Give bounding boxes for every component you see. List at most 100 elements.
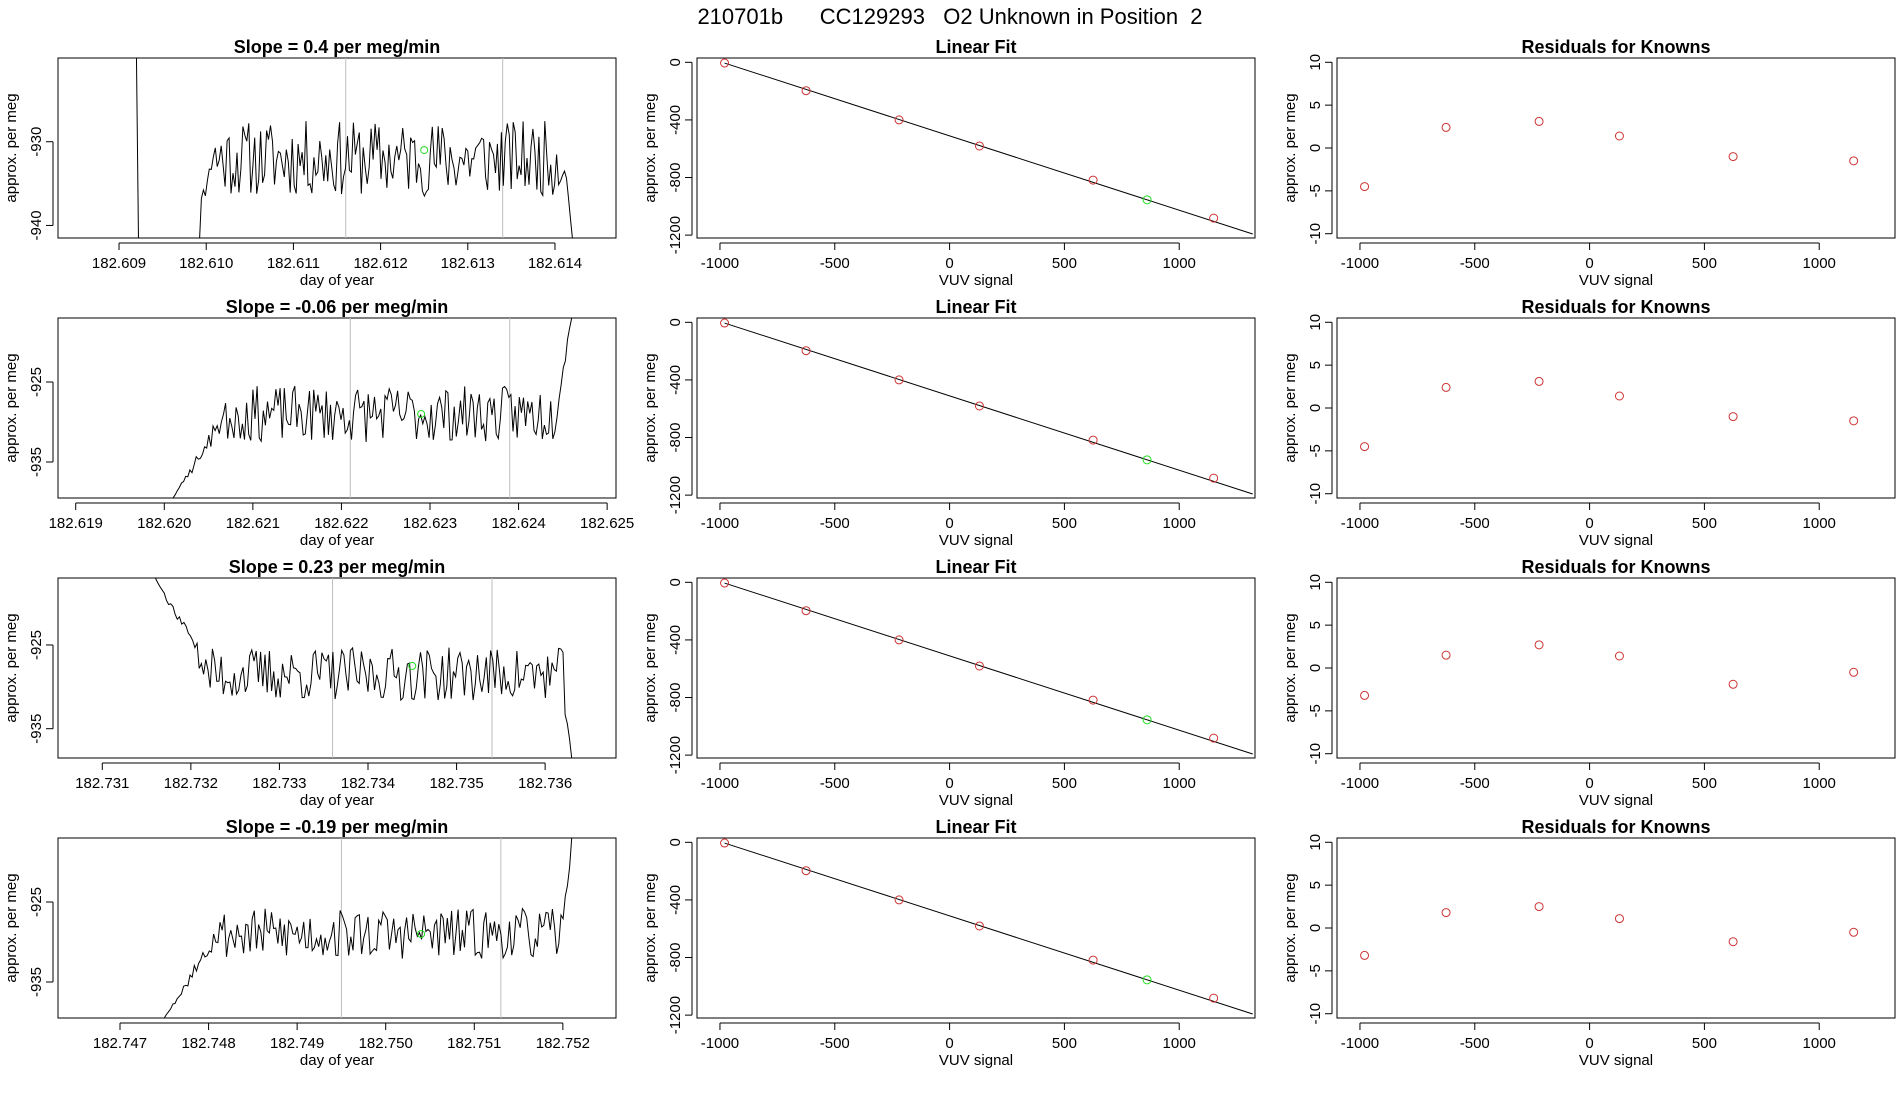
x-axis-label: VUV signal xyxy=(939,1052,1013,1069)
x-tick-label: 0 xyxy=(1585,775,1593,792)
y-tick-label: 10 xyxy=(1307,834,1324,851)
y-tick-label: -935 xyxy=(28,447,45,477)
x-tick-label: 182.612 xyxy=(353,255,407,272)
x-tick-label: 0 xyxy=(1585,515,1593,532)
x-tick-label: 1000 xyxy=(1163,1035,1196,1052)
residual-point xyxy=(1728,152,1738,162)
y-tick-label: -800 xyxy=(667,163,684,193)
y-tick-label: 0 xyxy=(667,318,684,326)
panel-title: Slope = -0.19 per meg/min xyxy=(226,817,449,837)
panel-title: Slope = 0.23 per meg/min xyxy=(229,557,446,577)
y-tick-label: 5 xyxy=(1307,881,1324,889)
unknown-point xyxy=(1142,975,1152,985)
x-tick-label: 182.748 xyxy=(181,1035,235,1052)
y-tick-label: 0 xyxy=(667,58,684,66)
y-tick-label: 0 xyxy=(1307,144,1324,152)
known-point xyxy=(894,375,904,385)
panel-title: Residuals for Knowns xyxy=(1521,297,1710,317)
x-tick-label: 500 xyxy=(1692,515,1717,532)
residual-point xyxy=(1534,116,1544,126)
x-tick-label: 0 xyxy=(945,515,953,532)
residual-point xyxy=(1614,391,1624,401)
y-tick-label: -10 xyxy=(1307,223,1324,245)
y-axis-label: approx. per meg xyxy=(642,353,659,462)
x-tick-label: 500 xyxy=(1692,1035,1717,1052)
plot-frame xyxy=(696,577,1256,759)
x-tick-label: 182.621 xyxy=(226,515,280,532)
panel-timeseries-3: Slope = 0.23 per meg/min 182.731 182.732 18… xyxy=(3,557,617,809)
y-tick-label: 5 xyxy=(1307,361,1324,369)
x-tick-label: 0 xyxy=(1585,255,1593,272)
fit-line xyxy=(724,322,1253,495)
x-tick-label: 1000 xyxy=(1163,775,1196,792)
y-tick-label: -1200 xyxy=(667,996,684,1034)
known-point xyxy=(720,578,730,588)
y-tick-label: -5 xyxy=(1307,184,1324,197)
residual-point xyxy=(1441,382,1451,392)
x-axis-label: day of year xyxy=(300,532,374,549)
x-tick-label: 500 xyxy=(1052,775,1077,792)
x-tick-label: 182.622 xyxy=(314,515,368,532)
panel-residuals-4: Residuals for Knowns -1000 -500 0 500 1000 VUV… xyxy=(1282,817,1896,1069)
y-axis-label: approx. per meg xyxy=(3,613,20,722)
x-tick-label: 500 xyxy=(1052,255,1077,272)
known-point xyxy=(974,661,984,671)
x-tick-label: -500 xyxy=(820,515,850,532)
known-point xyxy=(1088,695,1098,705)
x-tick-label: -500 xyxy=(820,255,850,272)
x-axis-label: VUV signal xyxy=(1579,792,1653,809)
x-tick-label: 1000 xyxy=(1803,775,1836,792)
known-point xyxy=(1088,955,1098,965)
y-tick-label: -1200 xyxy=(667,736,684,774)
y-tick-label: 10 xyxy=(1307,314,1324,331)
y-tick-label: -800 xyxy=(667,683,684,713)
x-tick-label: 182.619 xyxy=(49,515,103,532)
x-tick-label: 182.735 xyxy=(429,775,483,792)
plot-frame xyxy=(1336,837,1896,1019)
fit-line xyxy=(724,842,1253,1015)
x-axis-label: VUV signal xyxy=(939,532,1013,549)
panel-residuals-1: Residuals for Knowns -1000 -500 0 500 1000 VUV… xyxy=(1282,37,1896,289)
panel-timeseries-2: Slope = -0.06 per meg/min 182.619 182.620 1… xyxy=(3,297,634,549)
y-tick-label: -10 xyxy=(1307,743,1324,765)
y-tick-label: 0 xyxy=(1307,924,1324,932)
y-tick-label: 0 xyxy=(1307,664,1324,672)
y-axis-label: approx. per meg xyxy=(3,353,20,462)
x-tick-label: 182.750 xyxy=(359,1035,413,1052)
unknown-point xyxy=(1142,195,1152,205)
y-tick-label: -925 xyxy=(28,887,45,917)
plot-area xyxy=(1360,376,1859,452)
residual-point xyxy=(1534,640,1544,650)
plot-area xyxy=(1360,640,1859,700)
x-tick-label: -500 xyxy=(820,1035,850,1052)
residual-point xyxy=(1849,667,1859,677)
series-line xyxy=(154,578,573,758)
y-tick-label: -400 xyxy=(667,625,684,655)
known-point xyxy=(894,635,904,645)
y-tick-label: -930 xyxy=(28,127,45,157)
fit-line xyxy=(724,62,1253,235)
x-tick-label: 0 xyxy=(945,1035,953,1052)
x-tick-label: 0 xyxy=(945,255,953,272)
x-tick-label: -500 xyxy=(1460,515,1490,532)
residual-point xyxy=(1360,442,1370,452)
residual-point xyxy=(1614,131,1624,141)
unknown-point xyxy=(417,930,426,938)
plot-area xyxy=(163,838,573,1018)
y-tick-label: -400 xyxy=(667,365,684,395)
plot-frame xyxy=(1336,317,1896,499)
known-point xyxy=(720,58,730,68)
residual-point xyxy=(1441,122,1451,132)
x-tick-label: 182.614 xyxy=(528,255,582,272)
y-axis-label: approx. per meg xyxy=(642,613,659,722)
known-point xyxy=(1209,733,1219,743)
x-tick-label: 182.625 xyxy=(580,515,634,532)
x-tick-label: 500 xyxy=(1692,775,1717,792)
y-tick-label: -800 xyxy=(667,423,684,453)
fit-line xyxy=(724,582,1253,755)
x-tick-label: 182.610 xyxy=(179,255,233,272)
x-tick-label: 182.751 xyxy=(447,1035,501,1052)
